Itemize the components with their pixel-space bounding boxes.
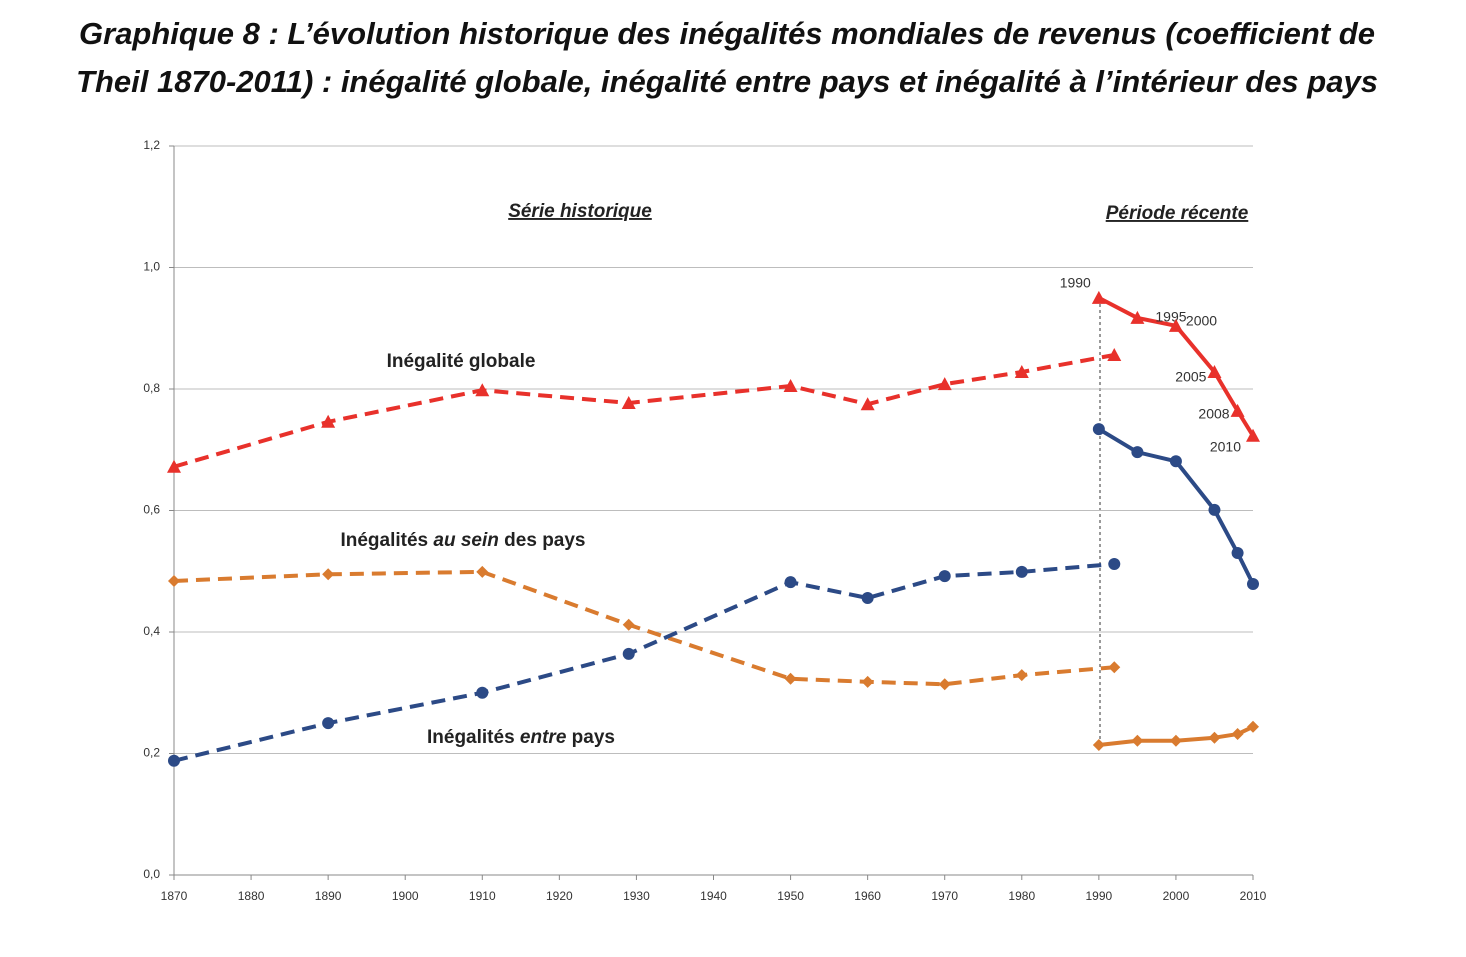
y-tick-label: 0,0 [143, 867, 160, 881]
x-tick-label: 2010 [1240, 889, 1267, 903]
x-tick-label: 1980 [1008, 889, 1035, 903]
point [322, 717, 335, 730]
series-line [173, 569, 1115, 687]
y-tick-label: 0,8 [143, 381, 160, 395]
x-tick-label: 1890 [315, 889, 342, 903]
x-tick-label: 1970 [931, 889, 958, 903]
point [1092, 423, 1105, 436]
series-line [173, 561, 1115, 763]
x-tick-label: 1930 [623, 889, 650, 903]
point [783, 378, 798, 392]
x-tick-label: 1960 [854, 889, 881, 903]
point-label: 1990 [1060, 275, 1091, 291]
x-tick-label: 1990 [1086, 889, 1113, 903]
series-line [173, 353, 1115, 469]
annotation-part: Inégalités [427, 727, 520, 748]
point [322, 568, 335, 581]
point [476, 686, 489, 699]
point [938, 678, 951, 691]
point [1208, 503, 1221, 516]
point [1015, 565, 1028, 578]
point-label: 2000 [1186, 313, 1217, 329]
point [1230, 403, 1245, 417]
annotation: Série historique [508, 201, 652, 222]
point [861, 591, 874, 604]
point [1207, 364, 1222, 378]
point [622, 647, 635, 660]
point [1231, 728, 1244, 741]
point [622, 618, 635, 631]
point-label: 2010 [1210, 438, 1241, 454]
annotation: Inégalité globale [387, 351, 536, 372]
x-tick-label: 1950 [777, 889, 804, 903]
point [1169, 455, 1182, 468]
point [784, 672, 797, 685]
y-tick-label: 1,0 [143, 260, 160, 274]
point [1168, 318, 1183, 332]
point-label: 1995 [1155, 309, 1186, 325]
annotation-part: pays [566, 727, 615, 748]
x-tick-label: 1920 [546, 889, 573, 903]
point [168, 754, 180, 767]
annotation-part: Inégalités [340, 530, 433, 551]
annotation: Inégalités au sein des pays [340, 530, 585, 551]
point [937, 377, 952, 391]
point [1246, 428, 1260, 442]
point [1208, 731, 1221, 744]
point [475, 383, 490, 397]
y-tick-label: 1,2 [143, 138, 160, 152]
point [621, 395, 636, 409]
x-tick-label: 1870 [161, 889, 188, 903]
annotation: Période récente [1106, 203, 1249, 224]
point [1108, 557, 1121, 570]
y-tick-label: 0,2 [143, 746, 160, 760]
point [1108, 661, 1121, 674]
point [1247, 720, 1259, 733]
point [1091, 290, 1106, 304]
annotation-part: entre [520, 727, 567, 748]
point [321, 414, 336, 428]
point [861, 675, 874, 688]
y-tick-label: 0,4 [143, 624, 160, 638]
point [1014, 364, 1029, 378]
point [1131, 734, 1144, 747]
x-tick-label: 1910 [469, 889, 496, 903]
annotation-part: des pays [499, 530, 586, 551]
point-label: 2005 [1175, 369, 1206, 385]
point [1107, 347, 1122, 361]
point [784, 576, 797, 589]
x-tick-label: 1880 [238, 889, 265, 903]
annotation-part: au sein [433, 530, 498, 551]
point [1131, 446, 1144, 459]
annotation: Inégalités entre pays [427, 727, 615, 748]
chart-title: Graphique 8 : L’évolution historique des… [79, 16, 1375, 51]
point [168, 574, 180, 587]
point [938, 570, 951, 583]
chart-title: Theil 1870-2011) : inégalité globale, in… [76, 64, 1378, 99]
x-tick-label: 2000 [1163, 889, 1190, 903]
x-tick-label: 1940 [700, 889, 727, 903]
point [1092, 738, 1105, 751]
y-tick-label: 0,6 [143, 503, 160, 517]
point [1169, 734, 1182, 747]
point [1231, 547, 1244, 560]
point [476, 565, 489, 578]
point [167, 459, 181, 473]
point [860, 397, 875, 411]
x-tick-label: 1900 [392, 889, 419, 903]
point [1130, 310, 1145, 324]
point [1015, 669, 1028, 682]
point-label: 2008 [1198, 406, 1229, 422]
point [1247, 578, 1259, 591]
